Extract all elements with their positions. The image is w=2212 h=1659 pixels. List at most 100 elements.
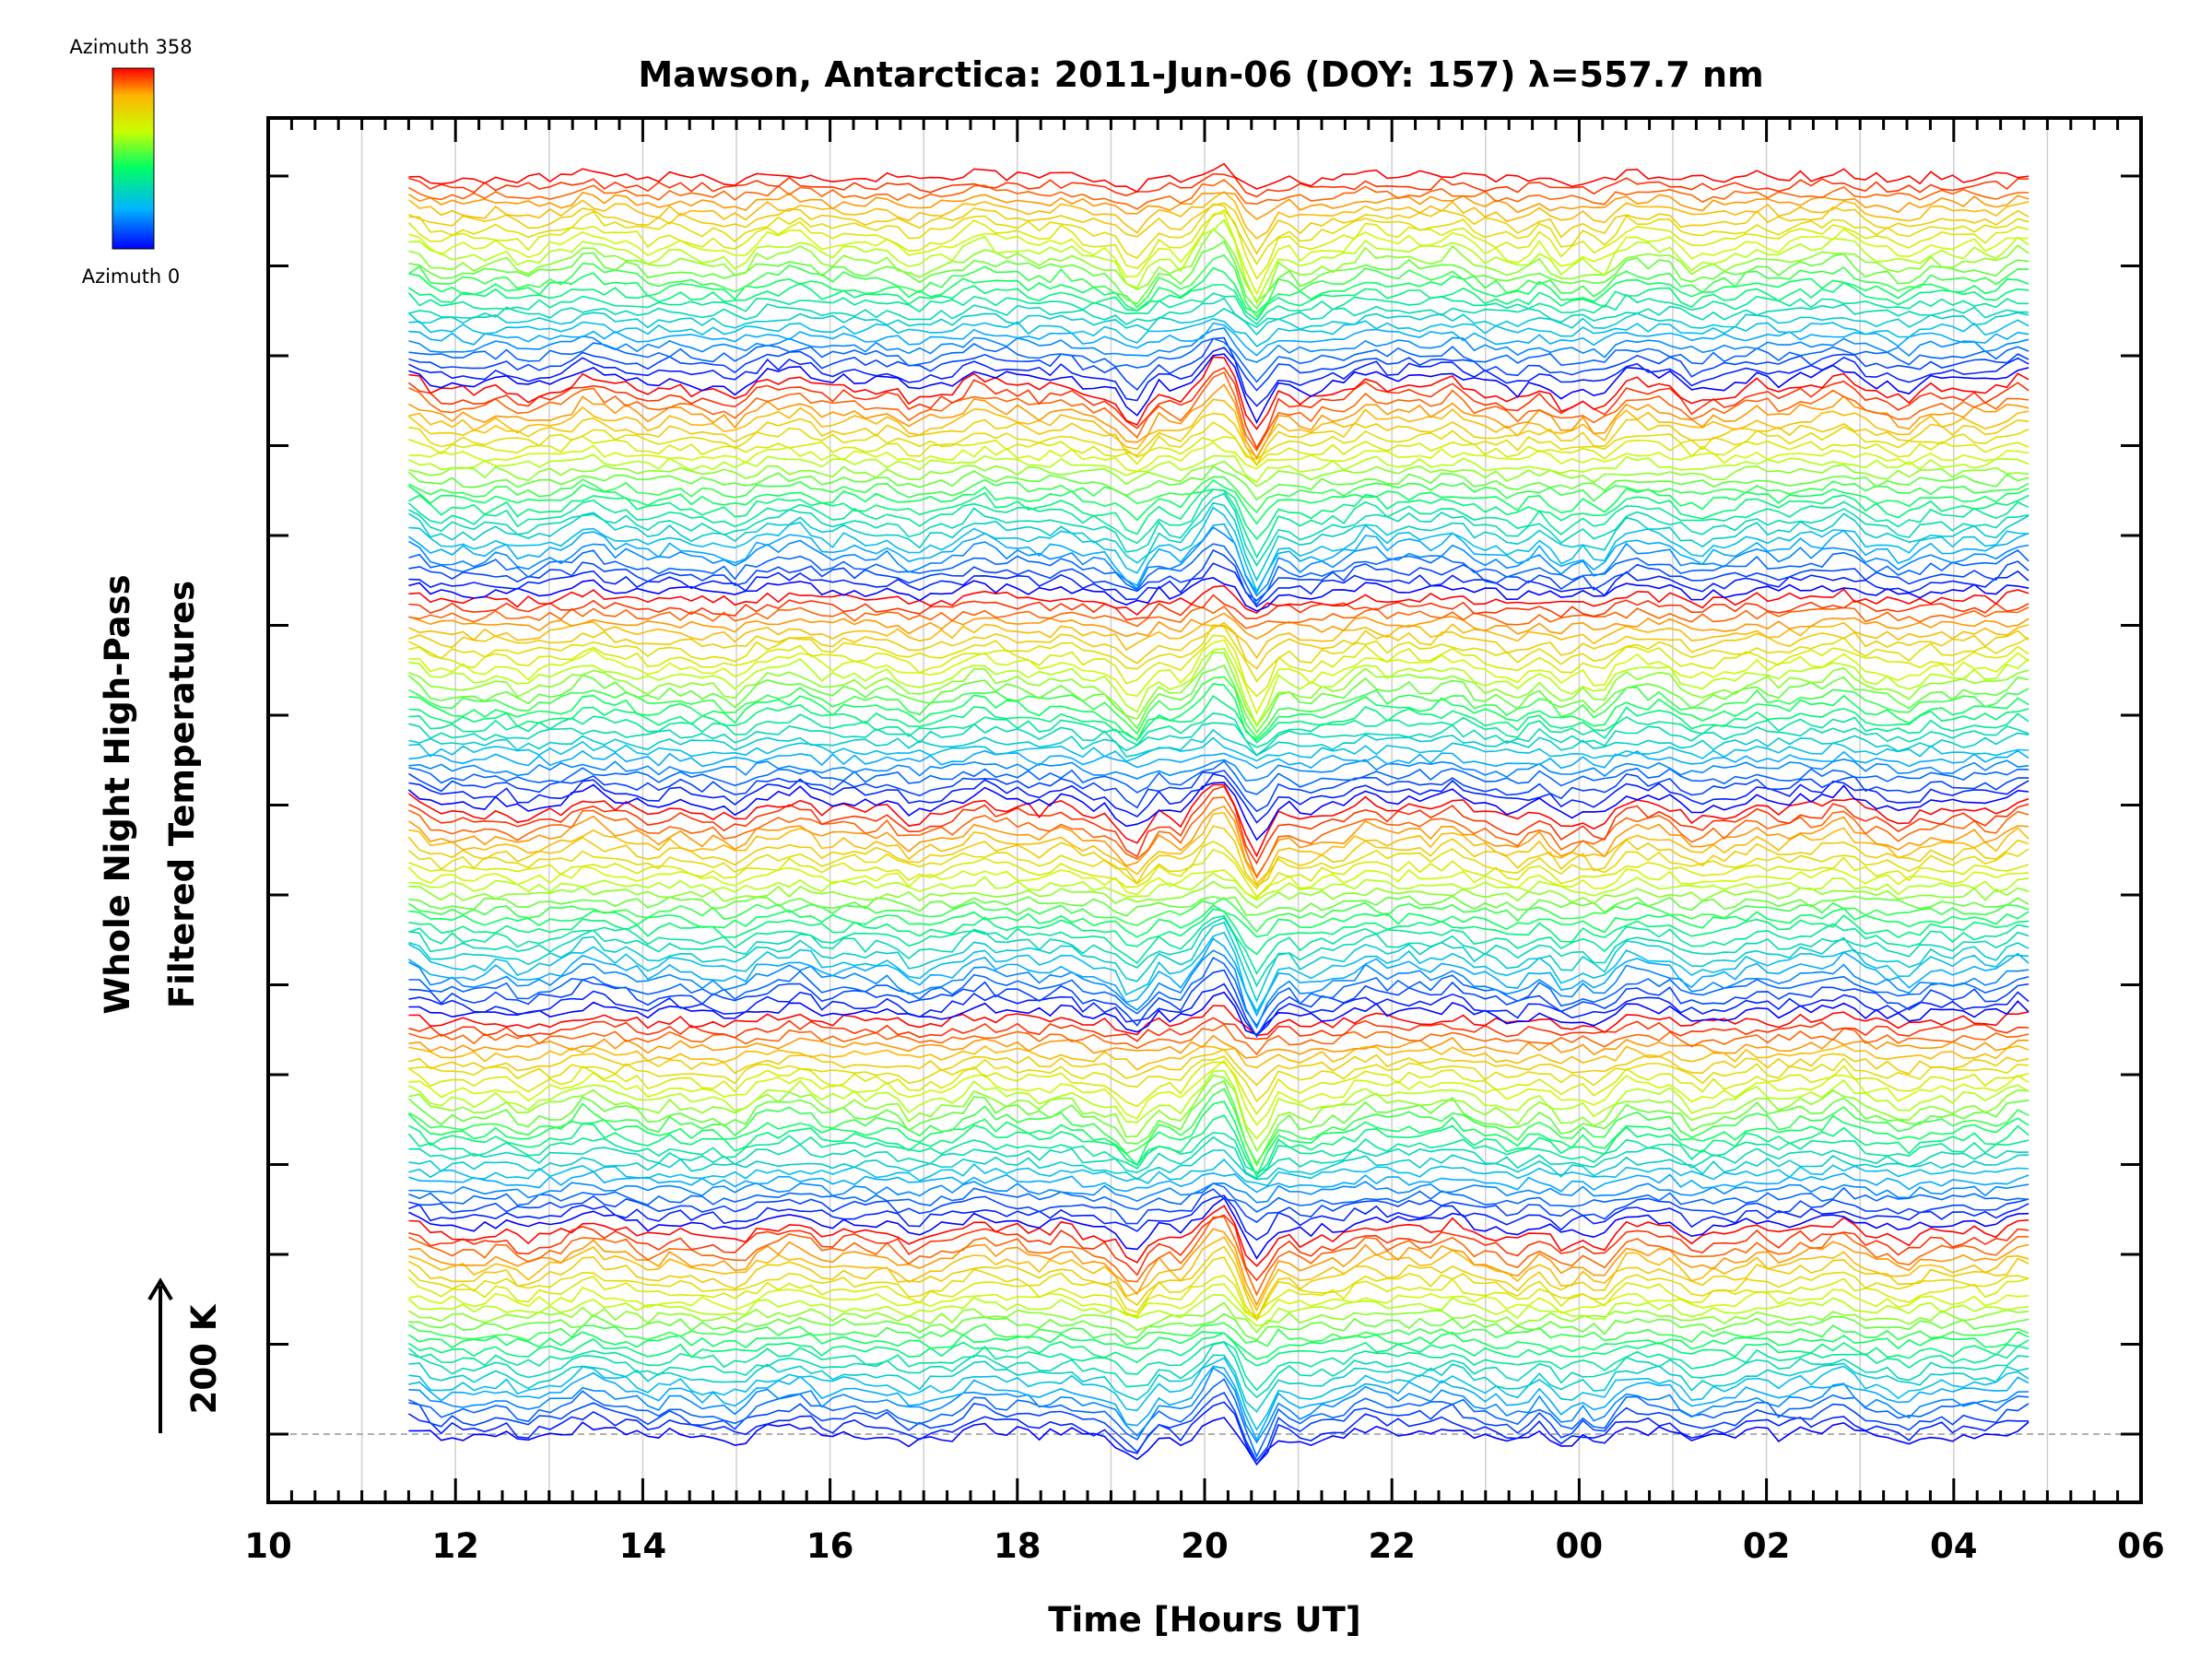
series-line xyxy=(408,676,2030,739)
series-line xyxy=(408,758,2030,782)
series-line xyxy=(407,191,2030,240)
series-line xyxy=(408,548,2030,602)
series-line xyxy=(408,322,2030,357)
scale-indicator: 200 K xyxy=(147,1277,224,1433)
x-tick-label: 10 xyxy=(244,1526,292,1566)
series-line xyxy=(407,465,2030,501)
series-line xyxy=(408,694,2030,744)
scale-arrow-head xyxy=(147,1277,173,1301)
x-tick-label: 22 xyxy=(1368,1526,1416,1566)
series-line xyxy=(408,336,2030,392)
series-line xyxy=(408,476,2030,514)
series-line xyxy=(407,1332,2030,1367)
series-line xyxy=(407,281,2030,322)
series-line xyxy=(408,749,2030,770)
series-line xyxy=(408,651,2030,728)
series-line xyxy=(407,412,2030,467)
x-tick-label: 16 xyxy=(806,1526,854,1566)
series-line xyxy=(408,1367,2030,1444)
series-line xyxy=(408,1188,2030,1225)
series-line xyxy=(408,1135,2030,1180)
series-line xyxy=(408,1196,2030,1260)
series-line xyxy=(407,192,2030,220)
series-line xyxy=(408,218,2030,305)
series-line xyxy=(408,612,2030,641)
series-line xyxy=(408,1181,2030,1204)
series-line xyxy=(408,1034,2030,1059)
series-line xyxy=(407,825,2030,888)
series-line xyxy=(407,479,2030,525)
series-line xyxy=(408,383,2030,460)
series-line xyxy=(408,982,2030,1037)
series-line xyxy=(408,916,2030,988)
series-line xyxy=(408,1074,2030,1152)
series-line xyxy=(408,1354,2030,1413)
colorbar-bottom-label: Azimuth 0 xyxy=(82,265,181,288)
series-line xyxy=(408,1236,2030,1312)
series-line xyxy=(408,356,2030,430)
x-tick-label: 02 xyxy=(1743,1526,1791,1566)
series-line xyxy=(408,371,2030,453)
series-line xyxy=(408,172,2030,198)
series-line xyxy=(408,347,2030,407)
series-line xyxy=(408,785,2030,865)
series-line xyxy=(407,1340,2030,1392)
series-line xyxy=(408,1322,2030,1347)
series-line xyxy=(407,1100,2030,1178)
series-line xyxy=(408,353,2030,425)
series-line xyxy=(408,1088,2030,1165)
series-line xyxy=(408,914,2030,975)
series-line xyxy=(408,453,2030,484)
series-line xyxy=(407,770,2030,813)
series-line xyxy=(408,1158,2030,1187)
series-line xyxy=(408,639,2030,715)
series-line xyxy=(408,921,2030,1004)
chart-title: Mawson, Antarctica: 2011-Jun-06 (DOY: 15… xyxy=(638,54,1763,95)
x-tick-label: 12 xyxy=(431,1526,479,1566)
x-tick-label: 18 xyxy=(994,1526,1041,1566)
series-line xyxy=(408,1059,2030,1126)
series-line xyxy=(408,1114,2030,1177)
series-line xyxy=(408,722,2030,757)
x-tick-label: 00 xyxy=(1556,1526,1604,1566)
series-line xyxy=(408,1357,2030,1431)
series-line xyxy=(408,441,2030,473)
series-line xyxy=(407,805,2030,878)
series-line xyxy=(408,594,2030,621)
series-line xyxy=(407,1256,2030,1322)
x-tick-label: 04 xyxy=(1930,1526,1978,1566)
series-line xyxy=(408,162,2030,194)
series-line xyxy=(408,728,2030,758)
series-line xyxy=(408,949,2030,1030)
series-line xyxy=(408,327,2030,363)
series-line xyxy=(408,1044,2030,1071)
series-line xyxy=(408,202,2030,255)
series-line xyxy=(408,772,2030,824)
series-line xyxy=(408,1182,2030,1213)
series-line xyxy=(408,492,2030,567)
series-line xyxy=(408,1005,2030,1037)
series-line xyxy=(408,796,2030,879)
series-line xyxy=(407,1061,2030,1115)
series-line xyxy=(408,460,2030,488)
series-line xyxy=(408,506,2030,593)
series-line xyxy=(408,1245,2030,1322)
series-line xyxy=(408,577,2030,612)
series-line xyxy=(408,1171,2030,1194)
series-line xyxy=(407,897,2030,934)
y-axis-label-line1: Whole Night High-Pass xyxy=(98,574,137,1014)
series-line xyxy=(408,736,2030,762)
series-line xyxy=(408,543,2030,606)
series-line xyxy=(407,209,2030,280)
series-line xyxy=(407,1275,2030,1318)
series-line xyxy=(408,848,2030,899)
series-line xyxy=(408,621,2030,670)
series-line xyxy=(407,783,2030,858)
series-line xyxy=(408,605,2030,629)
series-line xyxy=(407,366,2030,450)
series-line xyxy=(408,1283,2030,1321)
series-line xyxy=(407,840,2030,890)
y-axis-label-line2: Filtered Temperatures xyxy=(162,581,202,1008)
series-line xyxy=(408,1205,2030,1267)
series-line xyxy=(408,1391,2030,1463)
